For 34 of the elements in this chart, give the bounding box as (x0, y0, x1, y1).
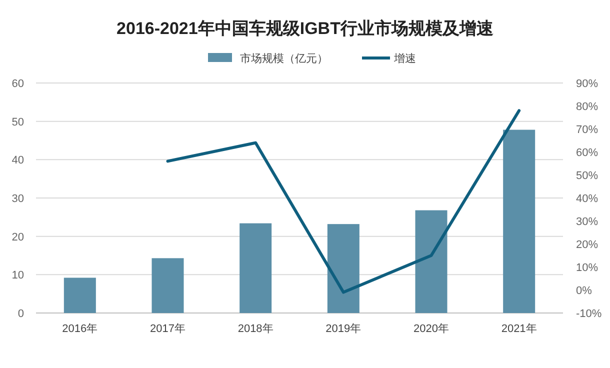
y2-tick-label: 60% (576, 147, 598, 159)
bar (152, 258, 184, 313)
y2-tick-label: 40% (576, 193, 598, 205)
y2-tick-label: 0% (576, 285, 592, 297)
line-series (166, 109, 521, 294)
y-tick-label: 50 (12, 116, 24, 128)
bar (64, 278, 96, 313)
bar (503, 130, 536, 313)
y2-tick-label: 90% (576, 78, 598, 90)
bar (240, 223, 272, 313)
y-tick-label: 0 (18, 308, 24, 320)
y-tick-label: 30 (12, 193, 24, 205)
bar (327, 224, 360, 313)
x-tick-label: 2020年 (414, 323, 449, 335)
y2-tick-label: 20% (576, 239, 598, 251)
y2-tick-label: -10% (576, 308, 602, 320)
x-tick-label: 2017年 (150, 323, 186, 335)
y2-tick-label: 50% (576, 170, 598, 182)
y2-tick-label: 10% (576, 262, 598, 274)
y-tick-label: 20 (12, 231, 24, 244)
x-tick-label: 2019年 (326, 323, 362, 335)
x-tick-label: 2016年 (62, 323, 98, 335)
y-tick-label: 10 (12, 270, 24, 282)
chart-title: 2016-2021年中国车规级IGBT行业市场规模及增速 (116, 19, 494, 38)
legend-label: 增速 (393, 52, 416, 65)
y2-tick-label: 70% (576, 124, 598, 136)
x-tick-label: 2018年 (238, 323, 274, 335)
bar (415, 210, 448, 313)
y2-tick-label: 30% (576, 216, 598, 228)
legend-label: 市场规模（亿元） (240, 52, 328, 65)
y-tick-label: 40 (12, 154, 24, 167)
y2-tick-label: 80% (576, 101, 598, 113)
y-tick-label: 60 (12, 78, 24, 90)
x-tick-label: 2021年 (501, 323, 537, 335)
